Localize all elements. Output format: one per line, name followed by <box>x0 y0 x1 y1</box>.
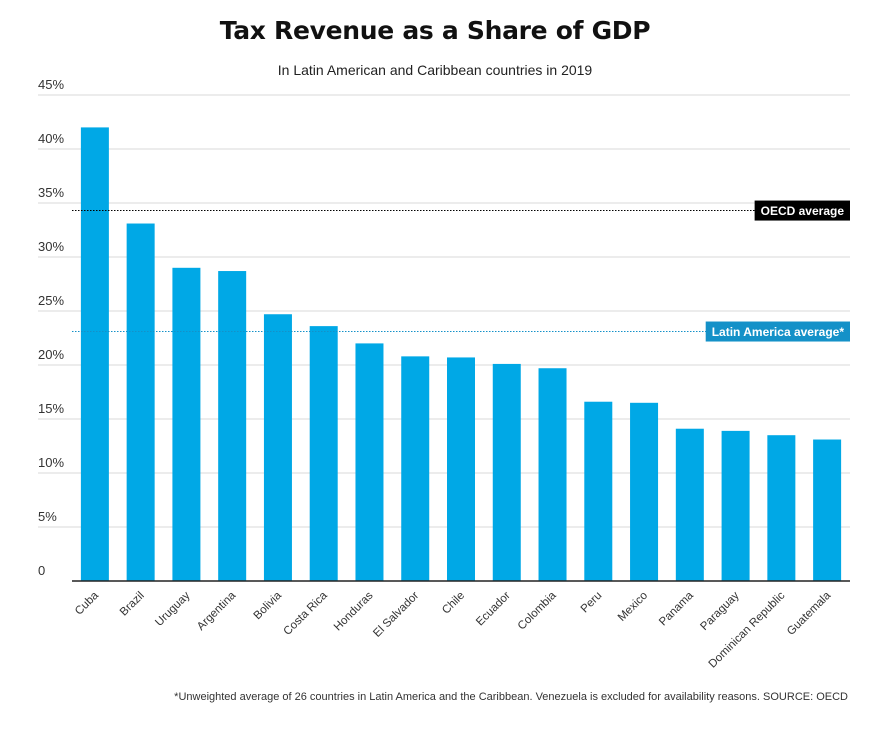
bars <box>80 127 842 582</box>
x-tick-label: Uruguay <box>153 589 192 628</box>
x-tick-label: Mexico <box>616 590 650 624</box>
x-tick-label: El Salvador <box>371 590 421 640</box>
reference-label-text: Latin America average* <box>712 325 845 339</box>
reference-label: OECD average <box>754 200 850 221</box>
bar-chart: 0 5% 10% 15% 20% 25% 30% 35% 40% 45% OECD average… <box>38 77 850 670</box>
gridlines <box>38 94 850 528</box>
x-tick-label: Argentina <box>195 589 239 633</box>
x-tick-label: Dominican Republic <box>707 589 788 670</box>
bar <box>126 223 155 581</box>
bar <box>721 430 750 581</box>
y-tick-label: 0 <box>38 563 45 578</box>
x-tick-label: Cuba <box>73 589 101 617</box>
reference-label-text: OECD average <box>761 204 845 218</box>
x-tick-label: Brazil <box>118 590 147 619</box>
bar <box>630 402 659 581</box>
reference-lines: OECD average Latin America average* <box>72 200 850 342</box>
x-tick-label: Bolivia <box>252 589 285 622</box>
bar <box>401 356 430 581</box>
x-tick-label: Guatemala <box>785 589 834 638</box>
x-tick-label: Panama <box>657 589 696 628</box>
x-tick-label: Chile <box>440 590 467 617</box>
reference-label: Latin America average* <box>705 321 850 342</box>
x-tick-label: Peru <box>579 590 605 616</box>
chart-subtitle: In Latin American and Caribbean countrie… <box>277 62 593 78</box>
reference-label-box <box>754 200 850 221</box>
y-tick-label: 15% <box>38 401 64 416</box>
reference-label-box <box>705 321 850 342</box>
bar <box>355 343 384 581</box>
y-tick-label: 5% <box>38 509 57 524</box>
x-tick-label: Colombia <box>516 589 559 632</box>
chart-title: Tax Revenue as a Share of GDP <box>219 16 651 45</box>
footnote: *Unweighted average of 26 countries in L… <box>174 691 848 703</box>
y-axis-ticks: 0 5% 10% 15% 20% 25% 30% 35% 40% 45% <box>38 77 64 578</box>
bar <box>172 267 201 581</box>
bar <box>263 314 292 581</box>
bar <box>80 127 109 582</box>
bar <box>675 428 704 581</box>
y-tick-label: 30% <box>38 239 64 254</box>
x-tick-label: Ecuador <box>474 590 513 629</box>
y-tick-label: 40% <box>38 131 64 146</box>
bar <box>492 363 521 581</box>
x-tick-label: Paraguay <box>698 589 741 632</box>
y-tick-label: 25% <box>38 293 64 308</box>
bar <box>538 368 567 581</box>
bar <box>218 271 247 581</box>
y-tick-label: 10% <box>38 455 64 470</box>
y-tick-label: 45% <box>38 77 64 92</box>
x-tick-label: Honduras <box>332 589 376 633</box>
x-tick-label: Costa Rica <box>282 589 331 638</box>
y-tick-label: 20% <box>38 347 64 362</box>
bar <box>767 435 796 581</box>
bar <box>584 401 613 581</box>
bar <box>309 326 338 581</box>
bar <box>447 357 475 581</box>
y-tick-label: 35% <box>38 185 64 200</box>
bar <box>813 439 842 581</box>
